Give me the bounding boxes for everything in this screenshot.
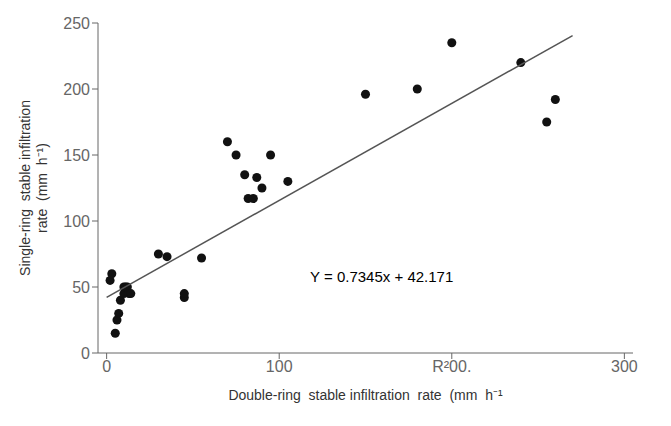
svg-text:250: 250 xyxy=(63,15,90,32)
svg-text:Double-ring stable infiltrati: Double-ring stable infiltration rate (mm… xyxy=(228,387,503,403)
svg-text:0: 0 xyxy=(81,345,90,362)
svg-text:300: 300 xyxy=(611,358,638,375)
svg-text:200: 200 xyxy=(63,81,90,98)
svg-text:Y = 0.7345x + 42.171: Y = 0.7345x + 42.171 xyxy=(310,268,453,285)
svg-text:100: 100 xyxy=(63,213,90,230)
svg-text:Single-ring stable infiltrati: Single-ring stable infiltrationrate (mm … xyxy=(17,100,50,276)
svg-text:150: 150 xyxy=(63,147,90,164)
svg-text:R²00.: R²00. xyxy=(432,358,471,375)
svg-text:100: 100 xyxy=(266,358,293,375)
svg-text:0: 0 xyxy=(102,358,111,375)
svg-text:50: 50 xyxy=(72,279,90,296)
